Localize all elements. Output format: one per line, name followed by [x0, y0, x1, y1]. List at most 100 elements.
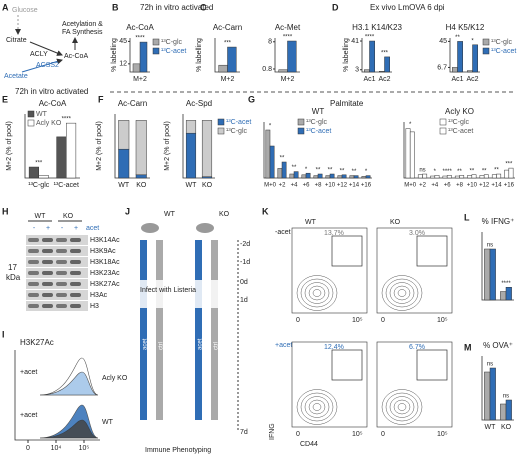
chart-title: Acly KO [445, 107, 474, 116]
contour [296, 389, 338, 425]
contour [308, 285, 326, 301]
x-tick-label: M+2 [281, 76, 295, 83]
band [28, 271, 39, 275]
x-tick-label: Ac2 [466, 76, 478, 83]
y-tick-label: 41 [351, 38, 359, 45]
y-tick-label: 0.8 [262, 66, 272, 73]
label: KO [390, 219, 401, 226]
panel-label: F [98, 94, 104, 104]
histogram [39, 371, 99, 396]
bar [218, 64, 228, 73]
contour [312, 403, 322, 411]
label: 6.7% [409, 344, 425, 351]
annotation: **** [62, 117, 72, 123]
label: WT [164, 211, 176, 218]
band [28, 260, 39, 264]
band [70, 304, 81, 308]
bar-segment [135, 174, 147, 179]
label: H3K18Ac [90, 259, 120, 266]
legend-label: ¹³C-glc [161, 39, 182, 46]
legend-label: ¹³C-acet [306, 128, 331, 135]
label: 0 [296, 431, 300, 438]
contour [393, 285, 411, 301]
bar [430, 175, 436, 179]
label: ctrl [214, 342, 220, 350]
legend-swatch [217, 118, 225, 126]
contour [389, 282, 415, 304]
label: Infect with Listeria [140, 287, 196, 294]
header: Ex vivo LmOVA 6 dpi [370, 3, 445, 12]
label: ctrl [159, 342, 165, 350]
annotation: ** [494, 168, 499, 174]
label: H3K27Ac [20, 338, 54, 347]
label: 3.0% [409, 230, 425, 237]
annotation: ** [292, 165, 297, 171]
contour [381, 389, 423, 425]
label: ACSS2 [36, 62, 59, 69]
annotation: ns [487, 243, 493, 249]
legend-label: ¹³C-acet [226, 119, 251, 126]
axis [263, 122, 372, 179]
annotation: * [269, 124, 272, 130]
band [28, 293, 39, 297]
bar [325, 175, 331, 179]
annotation: *** [35, 161, 43, 167]
header: 72h in vitro activated [15, 87, 88, 96]
label: H3K23Ac [90, 270, 120, 277]
bar [434, 175, 440, 179]
bar [277, 168, 283, 179]
bar [293, 171, 299, 179]
chart-title: WT [312, 107, 325, 116]
bar [422, 173, 428, 179]
x-tick-label: +4 [291, 183, 299, 189]
bar [489, 367, 496, 421]
annotation: **** [135, 36, 145, 42]
label: Ac-CoA [64, 53, 88, 60]
bar-segment [135, 120, 147, 176]
band [56, 238, 67, 242]
band [70, 271, 81, 275]
annotation: ** [340, 168, 345, 174]
label: Glucose [12, 7, 38, 14]
infection-band [135, 280, 235, 308]
bar [227, 46, 237, 73]
band [42, 249, 53, 253]
bar [349, 175, 355, 179]
panel-label: G [248, 94, 255, 104]
y-tick-label: 45 [119, 38, 127, 45]
panel-label: M [464, 342, 472, 352]
contour [385, 278, 419, 308]
bar [459, 175, 465, 179]
bar [442, 175, 448, 179]
flow-plot [291, 227, 368, 314]
contour [385, 392, 419, 422]
arrow [21, 58, 63, 73]
bar [305, 172, 311, 179]
label: Immune Phenotyping [145, 447, 211, 454]
contour [397, 403, 407, 411]
label: +acet [20, 369, 37, 376]
x-tick-label: +2 [419, 183, 427, 189]
legend-swatch [439, 127, 447, 135]
label: 13.7% [324, 230, 344, 237]
legend-label: ¹³C-acet [491, 48, 516, 55]
x-tick-label: +6 [444, 183, 452, 189]
annotation: * [305, 167, 308, 173]
band [70, 293, 81, 297]
bar [56, 136, 67, 179]
panel-label: H [2, 206, 9, 216]
bar [379, 70, 385, 73]
bar-segment [185, 132, 197, 179]
panel-label: K [262, 206, 269, 216]
bar [329, 173, 335, 179]
x-tick-label: +12 [337, 183, 348, 189]
label: -1d [240, 259, 250, 266]
x-tick-label: +6 [303, 183, 311, 189]
bar [483, 174, 489, 179]
contour [312, 289, 322, 297]
chart-title: Ac-Carn [118, 99, 147, 108]
label: WT [305, 219, 317, 226]
legend-swatch [27, 119, 35, 127]
band [42, 304, 53, 308]
x-tick-label: +12 [479, 183, 490, 189]
